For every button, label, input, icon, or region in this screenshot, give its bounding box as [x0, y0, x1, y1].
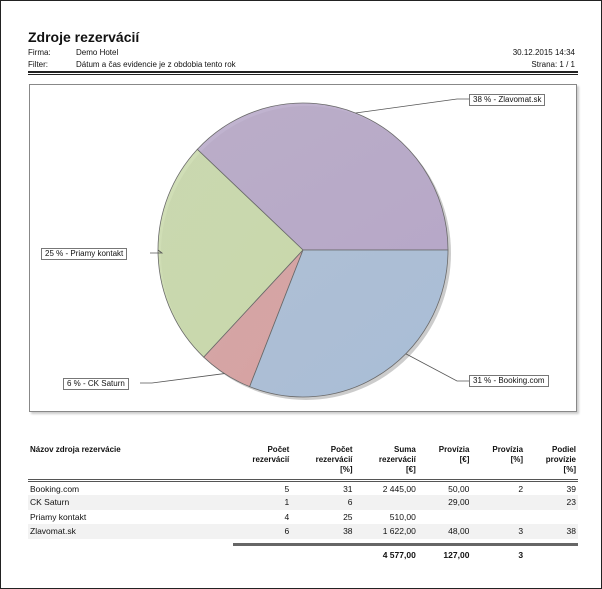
- page-number: Strana: 1 / 1: [531, 60, 575, 69]
- table-cell: 38: [291, 524, 355, 539]
- header-rule: [28, 74, 578, 75]
- column-header-line: Suma: [394, 445, 416, 454]
- total-cell: 3: [518, 549, 524, 560]
- column-header-line: Provízia: [438, 445, 470, 454]
- report-datetime: 30.12.2015 14:34: [512, 48, 575, 57]
- table-cell: 1: [228, 495, 292, 510]
- table-cell: 1 622,00: [354, 524, 418, 539]
- table-cell: [354, 495, 418, 510]
- column-header: Suma rezervácií [€]: [355, 445, 418, 481]
- table-cell: [418, 510, 472, 525]
- total-cell: 4 577,00: [382, 549, 416, 560]
- column-header-line: Počet: [330, 445, 353, 454]
- header-rule: [28, 71, 578, 73]
- firma-value: Demo Hotel: [76, 48, 119, 57]
- filter-label: Filter:: [28, 60, 48, 69]
- table-cell: 31: [343, 483, 353, 494]
- table-cell: 4: [284, 511, 290, 522]
- column-header-line: provízie: [545, 455, 576, 464]
- pie-chart: 38 % - Zlavomat.sk 25 % - Priamy kontakt…: [29, 84, 577, 412]
- table-cell: 29,00: [417, 495, 472, 510]
- column-header-line: Názov zdroja rezervácie: [30, 445, 121, 454]
- column-header-line: rezervácií: [315, 455, 353, 464]
- pie-label-zlavomat: 38 % - Zlavomat.sk: [469, 94, 546, 106]
- table-cell: 2: [518, 483, 524, 494]
- filter-value: Dátum a čas evidencie je z obdobia tento…: [76, 60, 236, 69]
- table-cell: 48,00: [417, 524, 472, 539]
- table-row: Priamy kontakt 4 25 510,00: [28, 510, 578, 525]
- column-header: Názov zdroja rezervácie: [28, 445, 228, 481]
- pie-slice-zlavomat: [196, 102, 449, 251]
- table-cell: Zlavomat.sk: [28, 524, 228, 539]
- table-cell: 6: [228, 524, 292, 539]
- table-cell: 25: [343, 511, 353, 522]
- table-cell: [471, 510, 525, 525]
- totals-rule: [233, 543, 578, 546]
- table-cell: [471, 495, 526, 510]
- column-header: Provízia [%]: [471, 445, 525, 481]
- table-cell: 39: [566, 483, 576, 494]
- pie-label-priamy: 25 % - Priamy kontakt: [41, 248, 128, 260]
- table-cell: 5: [284, 483, 290, 494]
- column-header-line: Počet: [267, 445, 290, 454]
- table-row: Zlavomat.sk 6 38 1 622,00 48,00 3 38: [28, 524, 578, 539]
- pie-leader-line: [150, 249, 164, 254]
- firma-label: Firma:: [28, 48, 51, 57]
- sources-table: Názov zdroja rezervácie Počet rezervácií Po…: [28, 445, 578, 561]
- column-header-line: Podiel: [551, 445, 576, 454]
- total-cell: [291, 547, 354, 562]
- table-cell: CK Saturn: [28, 495, 228, 510]
- column-header-line: [€]: [406, 465, 416, 474]
- table-cell: [525, 510, 578, 525]
- column-header-line: [%]: [340, 465, 353, 474]
- total-cell: [525, 547, 578, 562]
- total-cell: 127,00: [443, 549, 470, 560]
- column-header-line: [%]: [563, 465, 576, 474]
- table-cell: 23: [525, 495, 578, 510]
- table-cell: 2 445,00: [382, 483, 416, 494]
- table-cell: 3: [471, 524, 526, 539]
- column-header-line: [€]: [459, 455, 470, 464]
- table-row: CK Saturn 1 6 29,00 23: [28, 495, 578, 510]
- table-cell: 6: [291, 495, 355, 510]
- total-cell: [228, 547, 291, 562]
- pie-leader-line: [405, 353, 469, 382]
- totals-row: 4 577,00 127,00 3: [28, 547, 578, 562]
- table-cell: 50,00: [448, 483, 470, 494]
- column-header: Provízia [€]: [418, 445, 472, 481]
- pie-label-ck-saturn: 6 % - CK Saturn: [63, 378, 129, 390]
- column-header: Počet rezervácií [%]: [291, 445, 354, 481]
- pie-chart-svg: [140, 98, 469, 400]
- total-cell: [28, 547, 228, 562]
- pie-leader-line: [140, 373, 225, 384]
- table-row: Booking.com 5 31 2 445,00 50,00 2 39: [28, 481, 578, 496]
- column-header-line: [%]: [510, 455, 524, 464]
- column-header-line: rezervácií: [378, 455, 416, 464]
- pie-slice-priamy: [157, 148, 304, 358]
- table-cell: Booking.com: [30, 483, 80, 494]
- table-cell: 38: [525, 524, 578, 539]
- table-cell: 510,00: [389, 511, 416, 522]
- pie-slice-booking: [249, 249, 449, 398]
- report-title: Zdroje rezervácií: [28, 29, 140, 45]
- pie-label-booking: 31 % - Booking.com: [469, 375, 549, 387]
- column-header-line: rezervácií: [252, 455, 290, 464]
- column-header: Počet rezervácií: [228, 445, 291, 481]
- pie-leader-line: [355, 98, 469, 114]
- table-cell: Priamy kontakt: [30, 511, 87, 522]
- column-header-line: Provízia: [492, 445, 524, 454]
- column-header: Podiel provízie [%]: [525, 445, 578, 481]
